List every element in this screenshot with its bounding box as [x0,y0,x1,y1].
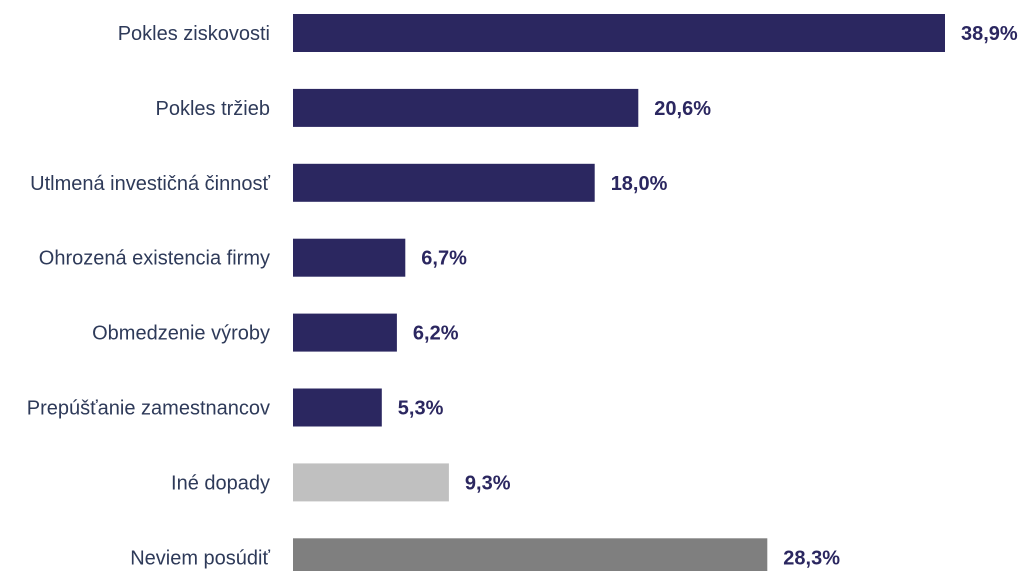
value-label: 18,0% [611,173,668,195]
category-label: Utlmená investičná činnosť [30,173,270,195]
value-label: 5,3% [398,398,444,420]
bar-2 [293,163,595,202]
category-label: Ohrozená existencia firmy [39,248,270,270]
category-label: Obmedzenie výroby [92,323,270,345]
value-label: 9,3% [465,472,511,494]
bar-3 [293,238,406,277]
value-label: 28,3% [783,547,840,569]
bar-0 [293,14,945,52]
category-label: Prepúšťanie zamestnancov [27,398,270,420]
category-label: Pokles tržieb [156,98,271,120]
value-label: 38,9% [961,23,1018,45]
bar-4 [293,313,397,352]
category-label: Iné dopady [171,472,270,494]
bar-6 [293,463,449,502]
value-label: 20,6% [654,98,711,120]
value-label: 6,7% [421,248,467,270]
category-label: Pokles ziskovosti [118,23,270,45]
bar-5 [293,388,382,427]
bar-1 [293,88,639,127]
value-label: 6,2% [413,323,459,345]
bar-7 [293,538,768,571]
category-label: Neviem posúdiť [130,547,270,569]
